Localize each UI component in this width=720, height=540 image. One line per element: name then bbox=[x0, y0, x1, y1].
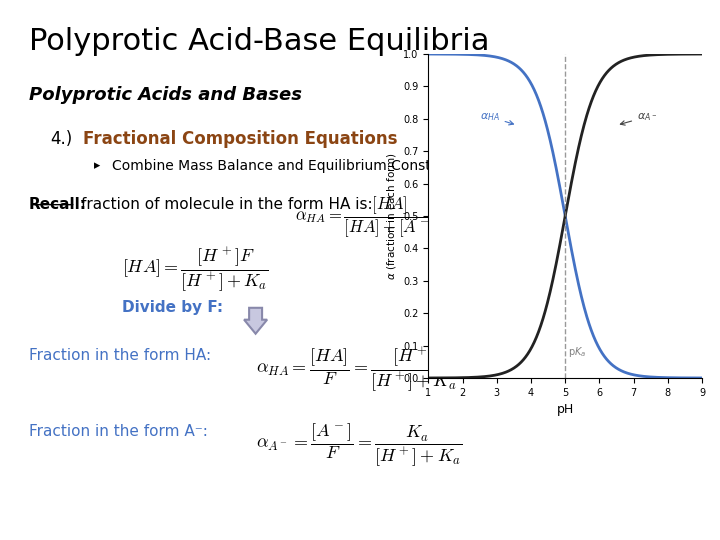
FancyArrow shape bbox=[244, 308, 267, 334]
Text: $\alpha_{A^-}$: $\alpha_{A^-}$ bbox=[621, 111, 657, 125]
Text: fraction of molecule in the form HA is:: fraction of molecule in the form HA is: bbox=[81, 197, 372, 212]
Text: Fraction in the form A⁻:: Fraction in the form A⁻: bbox=[29, 424, 207, 439]
X-axis label: pH: pH bbox=[557, 403, 574, 416]
Text: Recall:: Recall: bbox=[29, 197, 87, 212]
Text: Fraction in the form HA:: Fraction in the form HA: bbox=[29, 348, 211, 363]
Text: $\alpha_{HA} = \dfrac{[HA]}{F} = \dfrac{[H^+]}{[H^+] + K_a}$: $\alpha_{HA} = \dfrac{[HA]}{F} = \dfrac{… bbox=[256, 346, 458, 394]
Text: ▸: ▸ bbox=[94, 159, 100, 172]
Text: Fractional Composition Equations: Fractional Composition Equations bbox=[83, 130, 397, 147]
Text: p$K_a$: p$K_a$ bbox=[567, 345, 586, 359]
Text: $\alpha_{HA} = \dfrac{[HA]}{[HA]+[A^-]} = \dfrac{[HA]}{F}$: $\alpha_{HA} = \dfrac{[HA]}{[HA]+[A^-]} … bbox=[295, 194, 495, 239]
Text: $\alpha_{A^-} = \dfrac{[A^-]}{F} = \dfrac{K_a}{[H^+] + K_a}$: $\alpha_{A^-} = \dfrac{[A^-]}{F} = \dfra… bbox=[256, 421, 462, 468]
Text: $\alpha_{HA}$: $\alpha_{HA}$ bbox=[480, 111, 513, 125]
Text: Polyprotic Acid-Base Equilibria: Polyprotic Acid-Base Equilibria bbox=[29, 27, 490, 56]
Text: Polyprotic Acids and Bases: Polyprotic Acids and Bases bbox=[29, 86, 302, 104]
Text: 4.): 4.) bbox=[50, 130, 73, 147]
Y-axis label: $\alpha$ (fraction in each form): $\alpha$ (fraction in each form) bbox=[384, 152, 397, 280]
Text: Divide by F:: Divide by F: bbox=[122, 300, 223, 315]
Text: Combine Mass Balance and Equilibrium Constant: Combine Mass Balance and Equilibrium Con… bbox=[112, 159, 453, 173]
Text: $[HA] = \dfrac{[H^+]F}{[H^+] + K_a}$: $[HA] = \dfrac{[H^+]F}{[H^+] + K_a}$ bbox=[122, 246, 269, 294]
